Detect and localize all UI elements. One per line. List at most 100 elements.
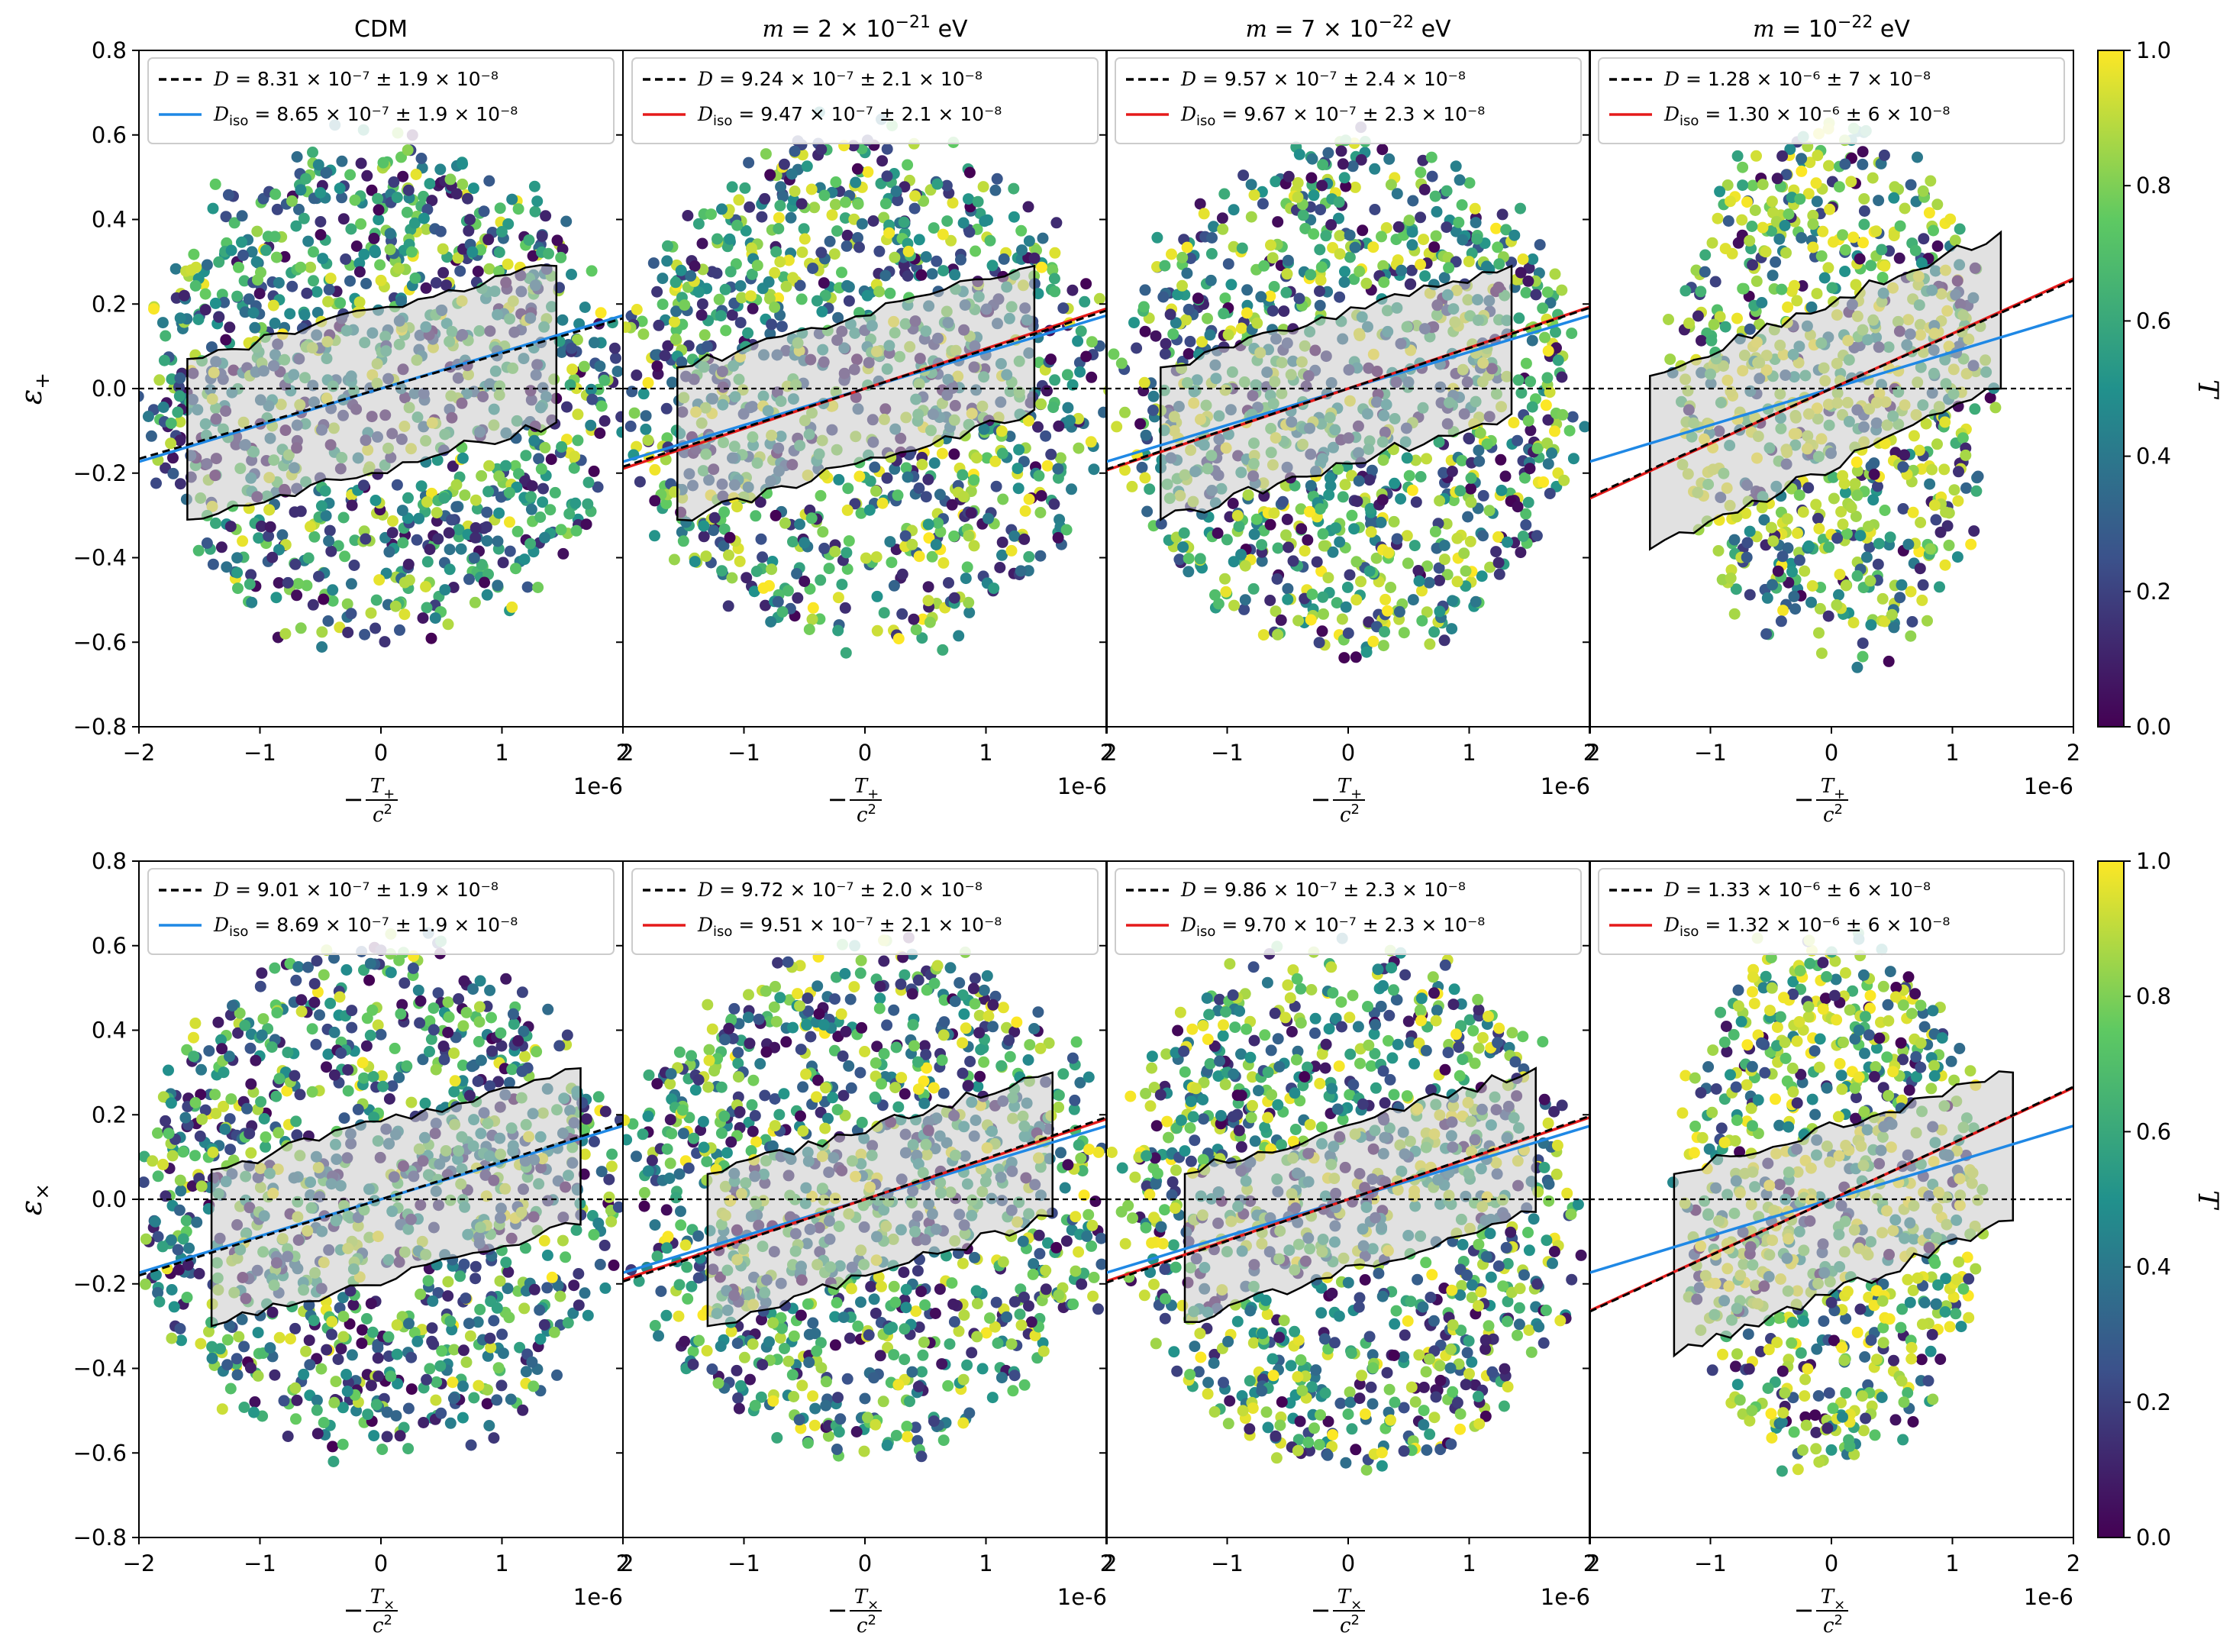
scatter-point	[239, 1019, 251, 1031]
scatter-point	[1831, 599, 1843, 611]
scatter-point	[372, 192, 384, 205]
scatter-point	[1683, 317, 1695, 329]
scatter-point	[1041, 385, 1053, 397]
scatter-point	[1879, 615, 1891, 628]
scatter-point	[1221, 534, 1233, 546]
scatter-point	[855, 507, 867, 519]
scatter-point	[1247, 582, 1260, 595]
scatter-point	[989, 455, 1002, 467]
scatter-point	[836, 579, 848, 591]
y-tick-label: −0.8	[73, 714, 127, 740]
scatter-point	[1549, 268, 1561, 280]
scatter-point	[421, 602, 433, 614]
scatter-point	[568, 462, 580, 474]
scatter-point	[519, 1050, 531, 1063]
scatter-point	[902, 471, 914, 483]
scatter-point	[1385, 582, 1397, 593]
scatter-point	[1894, 592, 1906, 604]
scatter-point	[1377, 260, 1389, 272]
scatter-point	[1257, 629, 1270, 641]
scatter-point	[356, 1337, 368, 1350]
scatter-point	[1429, 525, 1441, 537]
scatter-point	[1888, 192, 1900, 204]
scatter-point	[1342, 628, 1354, 639]
scatter-point	[1333, 212, 1344, 224]
scatter-point	[457, 1060, 469, 1071]
scatter-point	[410, 169, 422, 180]
scatter-point	[1473, 444, 1485, 457]
scatter-point	[348, 560, 360, 571]
scatter-point	[961, 561, 973, 573]
scatter-point	[1015, 224, 1028, 237]
scatter-point	[1280, 529, 1292, 541]
scatter-point	[534, 511, 547, 523]
scatter-point	[1015, 565, 1027, 577]
scatter-point	[319, 485, 331, 497]
scatter-point	[843, 535, 855, 547]
scatter-point	[517, 1404, 529, 1416]
scatter-point	[285, 1333, 296, 1345]
scatter-point	[520, 450, 532, 462]
scatter-point	[719, 283, 731, 295]
scatter-point	[1066, 284, 1079, 296]
scatter-point	[169, 263, 182, 275]
scatter-point	[1815, 647, 1828, 660]
scatter-point	[493, 470, 505, 482]
scatter-point	[1150, 330, 1162, 342]
scatter-point	[1477, 489, 1489, 502]
scatter-point	[504, 545, 516, 557]
scatter-point	[555, 524, 567, 536]
scatter-point	[165, 418, 177, 429]
scatter-point	[431, 507, 443, 519]
scatter-point	[1292, 615, 1305, 627]
scatter-point	[930, 539, 942, 550]
scatter-point	[1817, 225, 1829, 237]
scatter-point	[1806, 580, 1818, 592]
y-tick-label: −0.2	[73, 460, 127, 486]
scatter-point	[1415, 259, 1427, 270]
scatter-point	[1791, 295, 1803, 307]
scatter-point	[1751, 150, 1762, 162]
scatter-point	[616, 426, 623, 438]
scatter-point	[766, 563, 778, 576]
scatter-point	[870, 551, 883, 563]
scatter-point	[401, 206, 413, 218]
scatter-point	[244, 578, 256, 590]
scatter-point	[1430, 230, 1442, 242]
scatter-point	[142, 411, 154, 422]
scatter-point	[711, 233, 723, 245]
scatter-point	[551, 1369, 563, 1381]
scatter-point	[482, 486, 495, 498]
scatter-point	[1934, 526, 1947, 538]
scatter-point	[1780, 169, 1792, 181]
scatter-point	[292, 961, 305, 973]
scatter-point	[660, 402, 673, 415]
scatter-point	[1696, 334, 1707, 347]
scatter-point	[293, 203, 305, 215]
scatter-point	[432, 533, 444, 545]
scatter-point	[1699, 249, 1712, 261]
legend-label: Diso = 9.47 × 10⁻⁷ ± 2.1 × 10⁻⁸	[697, 103, 1002, 129]
scatter-point	[397, 170, 409, 182]
scatter-point	[1515, 202, 1526, 215]
scatter-point	[1355, 576, 1367, 588]
scatter-point	[890, 544, 902, 556]
scatter-point	[174, 372, 186, 384]
scatter-point	[1960, 482, 1972, 494]
scatter-point	[731, 501, 743, 513]
scatter-point	[426, 195, 438, 207]
scatter-point	[817, 526, 829, 538]
scatter-point	[1680, 285, 1692, 297]
scatter-point	[1166, 248, 1177, 260]
scatter-point	[1744, 525, 1756, 537]
scatter-point	[908, 613, 920, 625]
scatter-point	[934, 489, 946, 501]
scatter-point	[763, 276, 775, 288]
scatter-point	[1454, 174, 1466, 186]
scatter-point	[165, 1234, 177, 1246]
scatter-point	[1266, 252, 1279, 264]
scatter-point	[696, 298, 708, 310]
scatter-point	[1907, 506, 1919, 518]
scatter-point	[595, 307, 607, 319]
